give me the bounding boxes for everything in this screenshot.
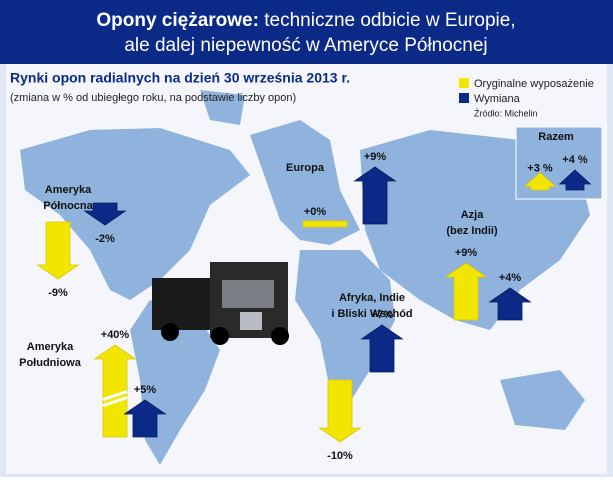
value-label: +5%: [134, 384, 157, 396]
title-bold: Opony ciężarowe:: [96, 10, 259, 31]
legend-swatch: [459, 78, 469, 88]
value-label: +3 %: [527, 162, 553, 174]
region-label: Ameryka: [45, 184, 92, 196]
value-label: -2%: [95, 233, 115, 245]
region-label: Azja: [461, 209, 485, 221]
arrow: [303, 221, 347, 227]
value-label: -9%: [48, 287, 68, 299]
title: Opony ciężarowe: techniczne odbicie w Eu…: [96, 10, 515, 31]
legend-label: Wymiana: [474, 93, 521, 105]
chart: Opony ciężarowe: techniczne odbicie w Eu…: [0, 0, 613, 477]
value-label: +7%: [371, 309, 394, 321]
legend-swatch: [459, 93, 469, 103]
note: (zmiana w % od ubiegłego roku, na podsta…: [10, 92, 296, 104]
value-label: -10%: [327, 450, 353, 462]
value-label: +40%: [101, 329, 130, 341]
region-label: Razem: [538, 131, 574, 143]
region-label: Europa: [286, 162, 325, 174]
region-label: Północna: [43, 200, 93, 212]
region-label: Ameryka: [27, 341, 74, 353]
value-label: +4 %: [562, 154, 588, 166]
title-line: techniczne odbicie w Europie,: [264, 10, 515, 31]
region-label: Afryka, Indie: [339, 292, 405, 304]
subtitle: Rynki opon radialnych na dzień 30 wrześn…: [10, 70, 350, 86]
value-label: +4%: [499, 272, 522, 284]
title-line: ale dalej niepewność w Ameryce Północnej: [124, 35, 487, 56]
region-label: (bez Indii): [446, 225, 498, 237]
source: Źródło: Michelin: [474, 108, 538, 118]
value-label: +0%: [304, 206, 327, 218]
legend-label: Oryginalne wyposażenie: [474, 78, 594, 90]
value-label: +9%: [364, 151, 387, 163]
region-label: Południowa: [19, 357, 82, 369]
value-label: +9%: [455, 247, 478, 259]
